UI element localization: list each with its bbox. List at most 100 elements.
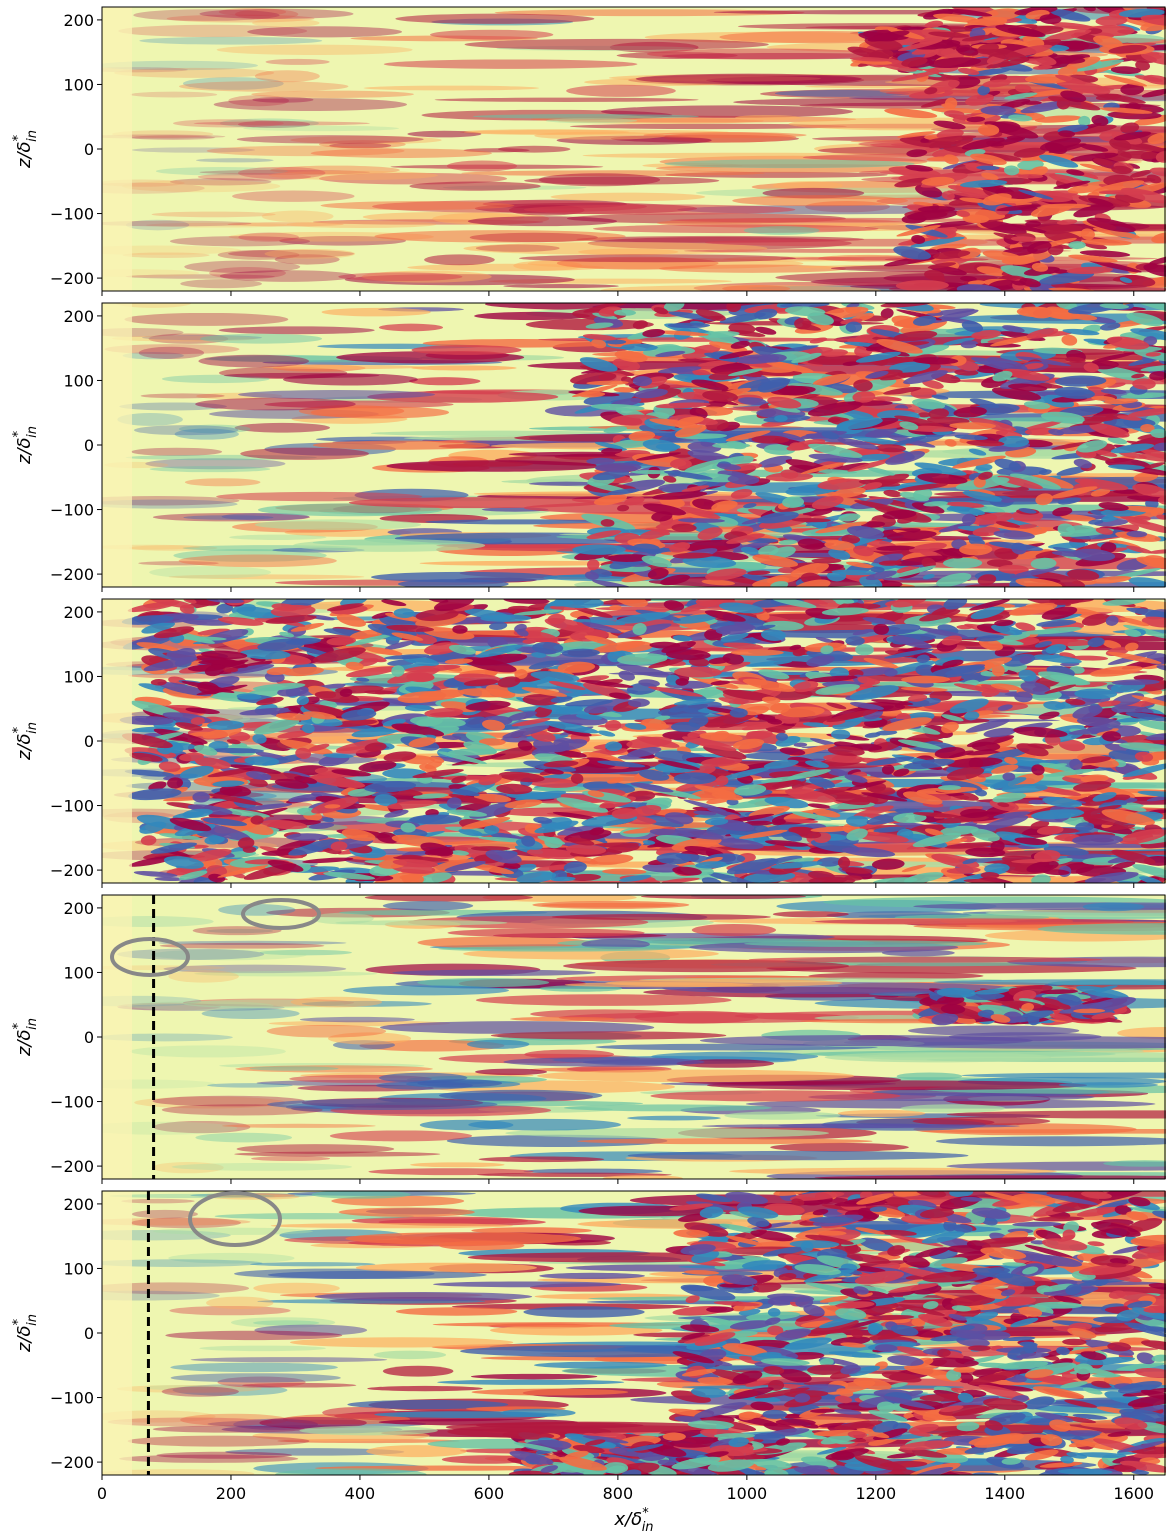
turbulent-spot [1124, 629, 1142, 637]
turbulent-spot [167, 777, 183, 789]
turbulent-spot [207, 720, 245, 730]
y-tick-label: 200 [63, 603, 94, 622]
turbulent-spot [1040, 989, 1079, 995]
turbulent-spot [906, 149, 928, 158]
streak [541, 902, 679, 908]
turbulent-spot [981, 172, 999, 181]
turbulent-spot [1133, 471, 1159, 482]
turbulent-spot [757, 378, 790, 393]
turbulent-spot [807, 675, 858, 683]
turbulent-spot [581, 752, 624, 764]
streak [235, 9, 299, 20]
turbulent-spot [1080, 774, 1109, 783]
turbulent-spot [1119, 150, 1163, 160]
streak [475, 1068, 548, 1076]
turbulent-spot [657, 760, 700, 770]
streak [438, 1089, 603, 1102]
turbulent-spot [946, 766, 985, 781]
turbulent-spot [581, 621, 622, 634]
turbulent-spot [1145, 44, 1166, 51]
turbulent-spot [245, 803, 293, 811]
turbulent-spot [845, 561, 875, 569]
turbulent-spot [1128, 577, 1166, 587]
turbulent-spot [808, 443, 863, 458]
turbulent-spot [1102, 599, 1147, 606]
turbulent-spot [837, 438, 879, 450]
turbulent-spot [918, 627, 969, 639]
turbulent-spot [584, 635, 617, 646]
turbulent-spot [908, 694, 928, 702]
turbulent-spot [204, 664, 226, 677]
turbulent-spot [760, 775, 804, 783]
streak [102, 1121, 238, 1135]
turbulent-spot [1001, 498, 1015, 503]
turbulent-spot [933, 120, 966, 130]
turbulent-spot [530, 671, 580, 682]
turbulent-spot [720, 632, 749, 642]
turbulent-spot [711, 792, 744, 801]
turbulent-spot [767, 396, 802, 409]
turbulent-spot [498, 771, 545, 783]
turbulent-spot [288, 793, 323, 803]
turbulent-spot [267, 859, 304, 872]
turbulent-spot [820, 645, 834, 655]
turbulent-spot [382, 718, 406, 727]
turbulent-spot [857, 676, 876, 685]
turbulent-spot [940, 48, 954, 56]
turbulent-spot [767, 718, 783, 725]
turbulent-spot [1140, 14, 1166, 26]
streak [364, 895, 533, 902]
turbulent-spot [1071, 314, 1098, 321]
streak [221, 512, 310, 521]
streak [908, 1025, 1080, 1036]
turbulent-spot [630, 782, 674, 793]
turbulent-spot [986, 559, 1013, 568]
turbulent-spot [700, 756, 743, 767]
turbulent-spot [754, 308, 778, 320]
streak [424, 254, 495, 266]
turbulent-spot [219, 785, 252, 797]
y-tick-label: −200 [50, 565, 94, 584]
turbulent-spot [821, 349, 848, 357]
turbulent-spot [1060, 90, 1087, 103]
turbulent-spot [607, 777, 624, 784]
turbulent-spot [1011, 236, 1036, 242]
turbulent-spot [970, 828, 1000, 842]
turbulent-spot [982, 193, 1012, 206]
turbulent-spot [655, 402, 711, 409]
turbulent-spot [1073, 1008, 1106, 1014]
streak [184, 478, 261, 487]
turbulent-spot [996, 204, 1041, 212]
turbulent-spot [1008, 114, 1033, 122]
streak [102, 182, 205, 194]
streak [312, 440, 491, 450]
turbulent-spot [865, 756, 915, 766]
turbulent-spot [543, 760, 579, 768]
streak [133, 9, 280, 21]
turbulent-spot [1138, 833, 1166, 845]
turbulent-spot [931, 107, 985, 114]
turbulent-spot [1132, 483, 1166, 497]
turbulent-spot [811, 558, 842, 564]
turbulent-spot [159, 833, 202, 840]
turbulent-spot [936, 987, 977, 998]
turbulent-spot [441, 735, 462, 740]
turbulent-spot [1021, 420, 1063, 432]
turbulent-spot [1049, 1013, 1073, 1021]
turbulent-spot [503, 599, 550, 604]
turbulent-spot [587, 790, 605, 798]
turbulent-spot [971, 329, 1002, 340]
turbulent-spot [900, 686, 948, 692]
turbulent-spot [279, 631, 295, 638]
streak [318, 140, 406, 149]
turbulent-spot [938, 522, 974, 533]
turbulent-spot [451, 775, 467, 784]
streak [461, 170, 765, 177]
streak [218, 904, 296, 916]
turbulent-spot [1068, 254, 1118, 263]
streak [699, 1035, 1033, 1047]
turbulent-spot [402, 873, 425, 883]
turbulent-spot [1056, 993, 1082, 1006]
streak [363, 85, 540, 91]
turbulent-spot [758, 669, 790, 680]
